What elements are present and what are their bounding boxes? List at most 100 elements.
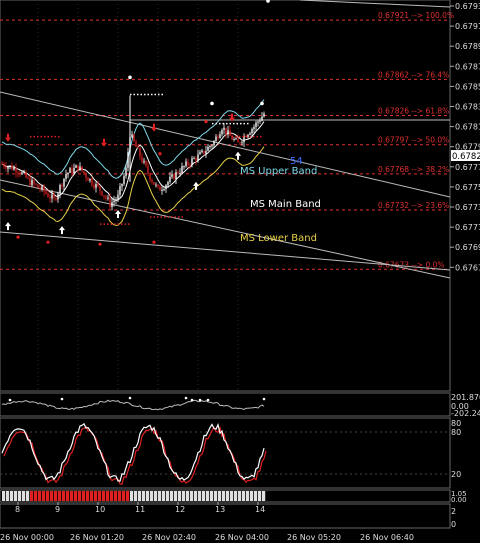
candle-body[interactable] [141,156,143,163]
candle-body[interactable] [47,193,49,198]
candle-body[interactable] [161,189,163,191]
candle-body[interactable] [229,130,231,137]
candle-body[interactable] [17,172,19,174]
candle-body[interactable] [149,173,151,181]
candle-body[interactable] [153,182,155,185]
candle-body[interactable] [203,150,205,154]
candle-body[interactable] [25,171,27,178]
candle-body[interactable] [257,121,259,123]
candle-body[interactable] [259,120,261,122]
candle-body[interactable] [87,177,89,181]
candle-body[interactable] [243,135,245,143]
candle-body[interactable] [45,191,47,194]
trend-line-mid[interactable] [0,231,451,271]
candle-body[interactable] [205,150,207,154]
candle-body[interactable] [67,172,69,175]
candle-body[interactable] [139,148,141,157]
candle-body[interactable] [1,163,3,165]
candle-body[interactable] [111,202,113,208]
candle-body[interactable] [163,189,165,191]
candle-body[interactable] [211,145,213,147]
candle-body[interactable] [65,174,67,179]
candle-body[interactable] [183,166,185,168]
trend-line-lower[interactable] [0,179,451,279]
candle-body[interactable] [235,138,237,140]
candle-body[interactable] [167,181,169,186]
trend-line-upper[interactable] [0,91,451,198]
candle-body[interactable] [11,165,13,170]
candle-body[interactable] [107,197,109,199]
candle-body[interactable] [21,172,23,175]
candle-body[interactable] [251,129,253,134]
candle-body[interactable] [233,139,235,141]
candle-body[interactable] [15,167,17,173]
candle-body[interactable] [117,194,119,200]
candle-body[interactable] [197,154,199,161]
candle-body[interactable] [217,136,219,139]
candle-body[interactable] [249,133,251,135]
candle-body[interactable] [145,161,147,166]
candle-body[interactable] [179,172,181,174]
candle-body[interactable] [191,158,193,165]
candle-body[interactable] [187,161,189,165]
candle-body[interactable] [95,183,97,188]
candle-body[interactable] [51,194,53,199]
candle-body[interactable] [91,178,93,186]
forex-chart[interactable]: 0.67921 --> 100.0% 0.67862 --> 76.4% 0.678… [0,0,480,530]
candle-body[interactable] [33,180,35,184]
candle-body[interactable] [101,191,103,196]
candle-body[interactable] [177,172,179,174]
candle-body[interactable] [3,163,5,167]
candle-body[interactable] [225,127,227,135]
candle-body[interactable] [55,197,57,200]
candle-body[interactable] [5,166,7,169]
candle-body[interactable] [137,146,139,149]
candle-body[interactable] [31,180,33,186]
oscillator-2-panel[interactable] [0,417,451,489]
candle-body[interactable] [213,141,215,146]
candle-body[interactable] [71,168,73,174]
candle-body[interactable] [215,136,217,142]
candle-body[interactable] [59,184,61,194]
candle-body[interactable] [29,177,31,186]
candle-body[interactable] [103,195,105,197]
candle-body[interactable] [113,200,115,203]
candle-body[interactable] [35,183,37,185]
candle-body[interactable] [209,145,211,147]
candle-body[interactable] [221,129,223,135]
candle-body[interactable] [41,186,43,190]
candle-body[interactable] [63,178,65,187]
candle-body[interactable] [261,116,263,121]
candle-body[interactable] [135,141,137,147]
candle-body[interactable] [181,166,183,173]
candle-body[interactable] [237,138,239,143]
candle-body[interactable] [263,113,265,117]
candle-body[interactable] [93,185,95,188]
candle-body[interactable] [241,142,243,144]
candle-body[interactable] [175,172,177,180]
candle-body[interactable] [169,176,171,182]
candle-body[interactable] [39,187,41,190]
candle-body[interactable] [157,184,159,187]
candle-body[interactable] [131,134,133,138]
candle-body[interactable] [255,122,257,127]
candle-body[interactable] [193,158,195,160]
candle-body[interactable] [119,186,121,195]
candle-body[interactable] [143,161,145,163]
candle-body[interactable] [19,172,21,175]
candle-body[interactable] [105,196,107,199]
candle-body[interactable] [165,185,167,190]
candle-body[interactable] [7,166,9,169]
candle-body[interactable] [85,173,87,178]
candle-body[interactable] [127,152,129,168]
candle-body[interactable] [123,176,125,184]
candle-body[interactable] [61,184,63,187]
oscillator-1-panel[interactable] [0,392,451,417]
candle-body[interactable] [253,126,255,130]
candle-body[interactable] [109,197,111,208]
candle-body[interactable] [69,168,71,173]
candle-body[interactable] [189,164,191,166]
candle-body[interactable] [89,178,91,181]
candle-body[interactable] [147,165,149,174]
candle-body[interactable] [27,177,29,179]
